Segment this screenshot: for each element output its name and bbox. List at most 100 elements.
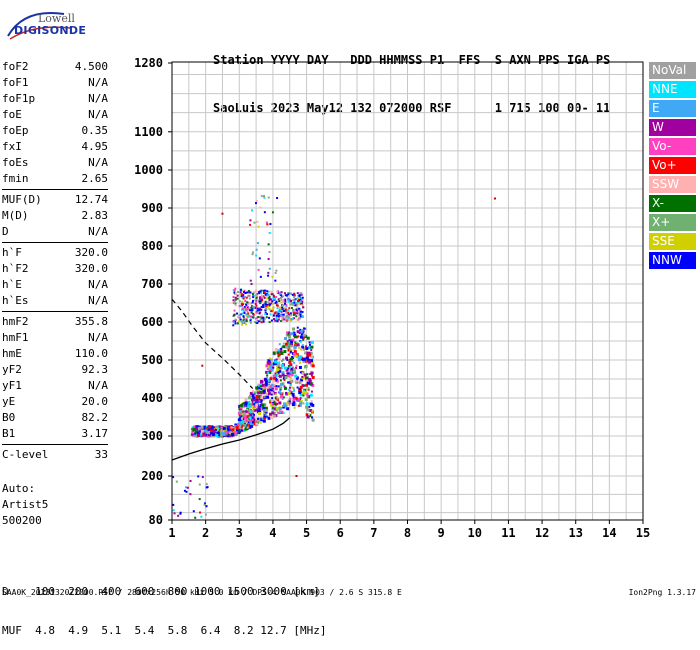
echo-point [270,293,273,296]
parameter-row: MUF(D) 12.74 [2,192,108,208]
echo-point [267,384,271,388]
echo-point [266,290,269,293]
echo-point [244,300,247,303]
echo-point [282,317,285,320]
echo-point [250,282,253,285]
echo-point [298,299,301,302]
echo-point [283,386,287,390]
echo-point [234,296,237,299]
echo-point [310,345,314,349]
echo-point [204,429,208,433]
echo-point [276,361,280,365]
echo-point [263,417,266,420]
echo-point [280,291,283,294]
echo-point [249,426,252,429]
echo-point [279,291,282,294]
echo-point [263,195,266,198]
echo-point [263,304,266,307]
echo-point [271,406,274,409]
echo-point [186,486,189,489]
echo-point [234,287,237,290]
echo-point [270,393,273,396]
echo-point [267,243,270,246]
parameter-value: 92.3 [81,363,109,376]
echo-point [275,314,278,317]
echo-point [301,329,305,333]
echo-point [246,409,249,412]
echo-point [268,298,271,301]
echo-point [308,405,311,408]
echo-point [276,368,280,372]
echo-point [282,396,285,399]
echo-point [291,293,294,296]
echo-point [283,292,286,295]
parameter-name: hmF2 [2,315,29,328]
echo-point [242,405,245,408]
echo-point [308,343,311,346]
echo-point [289,344,293,348]
echo-point [271,211,274,214]
echo-point [275,407,279,411]
echo-point [287,311,290,314]
parameter-value: 2.83 [81,209,109,222]
echo-point [292,400,296,404]
echo-point [282,313,285,316]
echo-point [301,357,304,360]
echo-point [192,427,196,431]
echo-point [282,299,285,302]
echo-point [289,389,292,392]
echo-point [280,351,284,355]
legend-item: X+ [649,214,696,231]
parameter-row: C-level 33 [2,447,108,463]
echo-point [271,300,274,303]
echo-point [224,434,227,437]
echo-point [275,363,278,366]
echo-point [262,319,265,322]
echo-point [208,433,211,436]
echo-point [297,335,300,338]
echo-point [234,318,237,321]
echo-point [309,372,312,375]
echo-point [258,300,261,303]
echo-point [277,363,281,367]
parameter-value: 33 [94,448,108,461]
echo-point [263,291,266,294]
echo-point [289,370,293,374]
echo-point [222,427,226,431]
echo-point [277,380,280,383]
echo-point [299,335,303,339]
echo-point [282,310,285,313]
echo-point [306,353,310,357]
echo-point [257,385,261,389]
echo-point [309,351,313,355]
echo-point [249,319,252,322]
echo-point [195,427,199,431]
echo-point [249,394,252,397]
echo-point [245,313,248,316]
echo-point [183,489,186,492]
parameter-name: fmin [2,172,29,185]
echo-point [301,336,305,340]
parameter-value: N/A [88,331,108,344]
echo-point [234,431,238,435]
echo-point [277,385,280,388]
parameter-value: N/A [88,294,108,307]
echo-point [275,370,278,373]
echo-point [277,366,280,369]
echo-point [241,307,244,310]
y-tick-label: 1100 [134,125,163,139]
echo-point [262,316,265,319]
echo-point [191,433,194,436]
echo-point [310,365,313,368]
echo-point [281,295,284,298]
echo-point [274,374,278,378]
echo-point [274,372,278,376]
echo-point [259,421,262,424]
echo-point [259,275,262,278]
x-tick-label: 7 [370,526,377,540]
echo-point [194,432,197,435]
echo-point [278,306,281,309]
echo-point [267,388,271,392]
legend-item: E [649,100,696,117]
echo-point [270,308,273,311]
